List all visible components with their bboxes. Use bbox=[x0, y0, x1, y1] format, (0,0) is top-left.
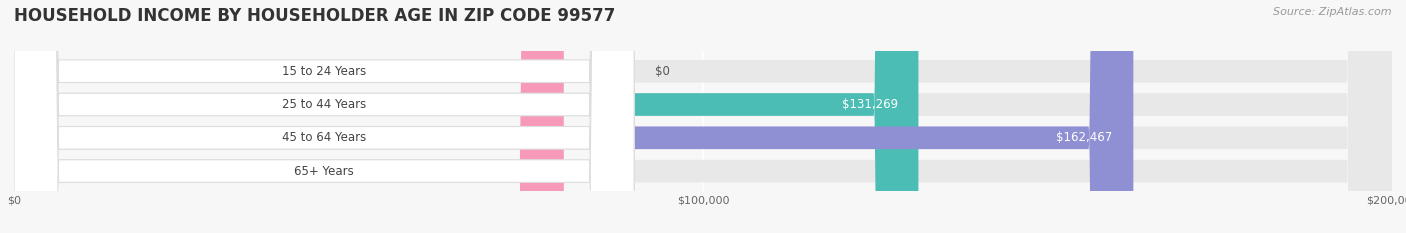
FancyBboxPatch shape bbox=[14, 0, 634, 233]
Text: Source: ZipAtlas.com: Source: ZipAtlas.com bbox=[1274, 7, 1392, 17]
FancyBboxPatch shape bbox=[14, 0, 918, 233]
Text: 15 to 24 Years: 15 to 24 Years bbox=[283, 65, 366, 78]
FancyBboxPatch shape bbox=[14, 0, 1392, 233]
Text: 25 to 44 Years: 25 to 44 Years bbox=[283, 98, 366, 111]
Text: 65+ Years: 65+ Years bbox=[294, 164, 354, 178]
FancyBboxPatch shape bbox=[14, 0, 1392, 233]
FancyBboxPatch shape bbox=[14, 0, 1392, 233]
Text: $162,467: $162,467 bbox=[1056, 131, 1112, 144]
FancyBboxPatch shape bbox=[14, 0, 1392, 233]
Text: $131,269: $131,269 bbox=[842, 98, 898, 111]
FancyBboxPatch shape bbox=[14, 0, 634, 233]
FancyBboxPatch shape bbox=[14, 0, 634, 233]
Text: $79,792: $79,792 bbox=[495, 164, 543, 178]
FancyBboxPatch shape bbox=[14, 0, 634, 233]
FancyBboxPatch shape bbox=[14, 0, 564, 233]
Text: $0: $0 bbox=[655, 65, 669, 78]
Text: 45 to 64 Years: 45 to 64 Years bbox=[283, 131, 366, 144]
Text: HOUSEHOLD INCOME BY HOUSEHOLDER AGE IN ZIP CODE 99577: HOUSEHOLD INCOME BY HOUSEHOLDER AGE IN Z… bbox=[14, 7, 616, 25]
FancyBboxPatch shape bbox=[14, 0, 1133, 233]
